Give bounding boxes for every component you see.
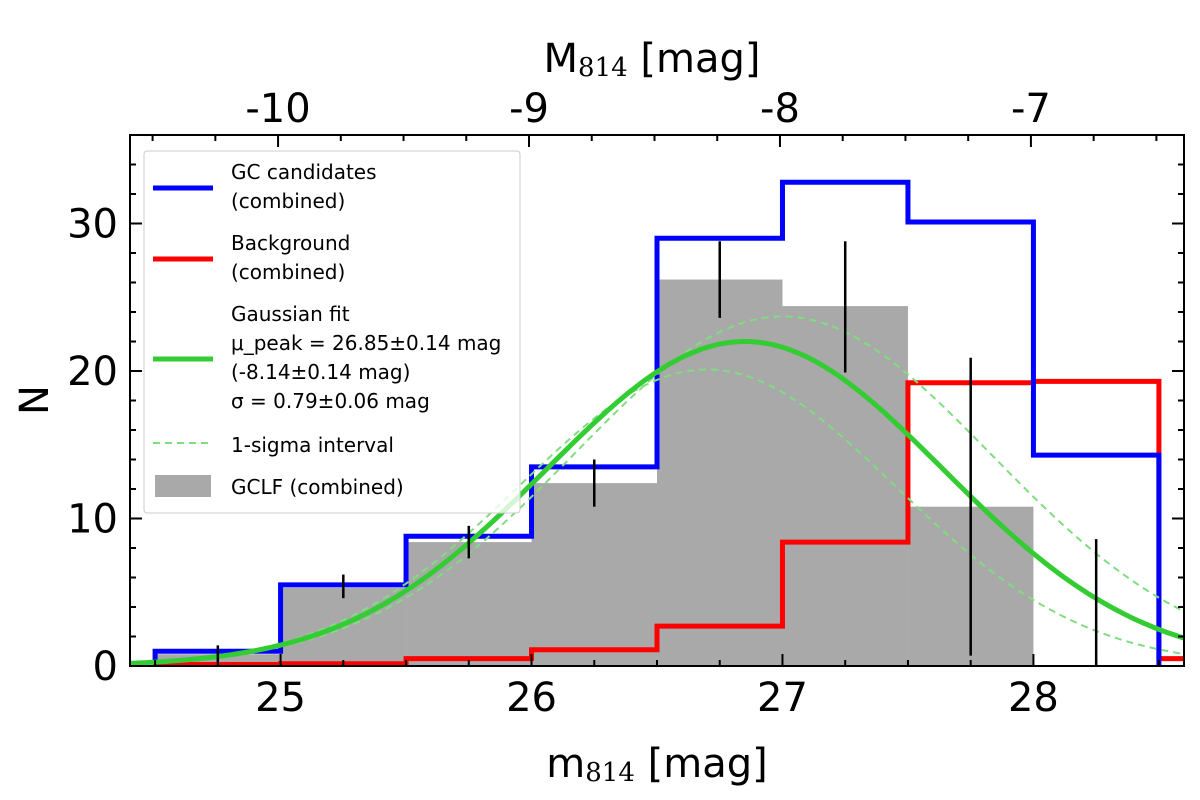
- legend-label: σ = 0.79±0.06 mag: [231, 389, 430, 413]
- legend: GC candidates (combined) Background (combin…: [143, 150, 521, 514]
- y-tick-label: 0: [93, 644, 118, 690]
- legend-box: [143, 150, 521, 514]
- gc-candidates-step-line: [152, 179, 1162, 666]
- chart-series: [130, 179, 1184, 666]
- legend-label: Gaussian fit: [231, 302, 350, 326]
- sigma-band-upper: [130, 315, 1184, 665]
- legend-label: (combined): [231, 260, 345, 284]
- legend-label: GCLF (combined): [231, 475, 404, 499]
- gclf-bar: [406, 542, 532, 666]
- x-tick-label: 26: [506, 675, 557, 721]
- top-x-tick-label: -8: [760, 86, 800, 132]
- legend-label: 1-sigma interval: [231, 433, 394, 457]
- y-tick-label: 30: [67, 202, 118, 248]
- gaussian-fit-curve: [130, 339, 1184, 666]
- gclf-bar: [531, 483, 657, 666]
- legend-label: μ_peak = 26.85±0.14 mag: [231, 331, 501, 355]
- gclf-bar: [657, 279, 783, 666]
- top-x-axis-title: M814 [mag]: [544, 36, 761, 83]
- axis-ticks: 25 26 27 28 -10 -9 -8 -7 0 10 20 30: [67, 86, 1184, 721]
- x-tick-label: 28: [1008, 675, 1059, 721]
- legend-label: (combined): [231, 189, 345, 213]
- top-x-tick-label: -10: [245, 86, 310, 132]
- error-bars: [216, 241, 1098, 666]
- legend-label: (-8.14±0.14 mag): [231, 360, 410, 384]
- y-axis-title: N: [12, 385, 58, 415]
- legend-handle-patch: [155, 475, 211, 497]
- y-tick-label: 10: [67, 497, 118, 543]
- sigma-band-lower: [130, 368, 1184, 665]
- x-axis-title: m814 [mag]: [546, 741, 767, 788]
- legend-label: Background: [231, 231, 350, 255]
- top-x-tick-label: -9: [509, 86, 549, 132]
- y-tick-label: 20: [67, 349, 118, 395]
- legend-label: GC candidates: [231, 160, 377, 184]
- x-tick-label: 27: [757, 675, 808, 721]
- x-tick-label: 25: [255, 675, 306, 721]
- top-x-tick-label: -7: [1011, 86, 1051, 132]
